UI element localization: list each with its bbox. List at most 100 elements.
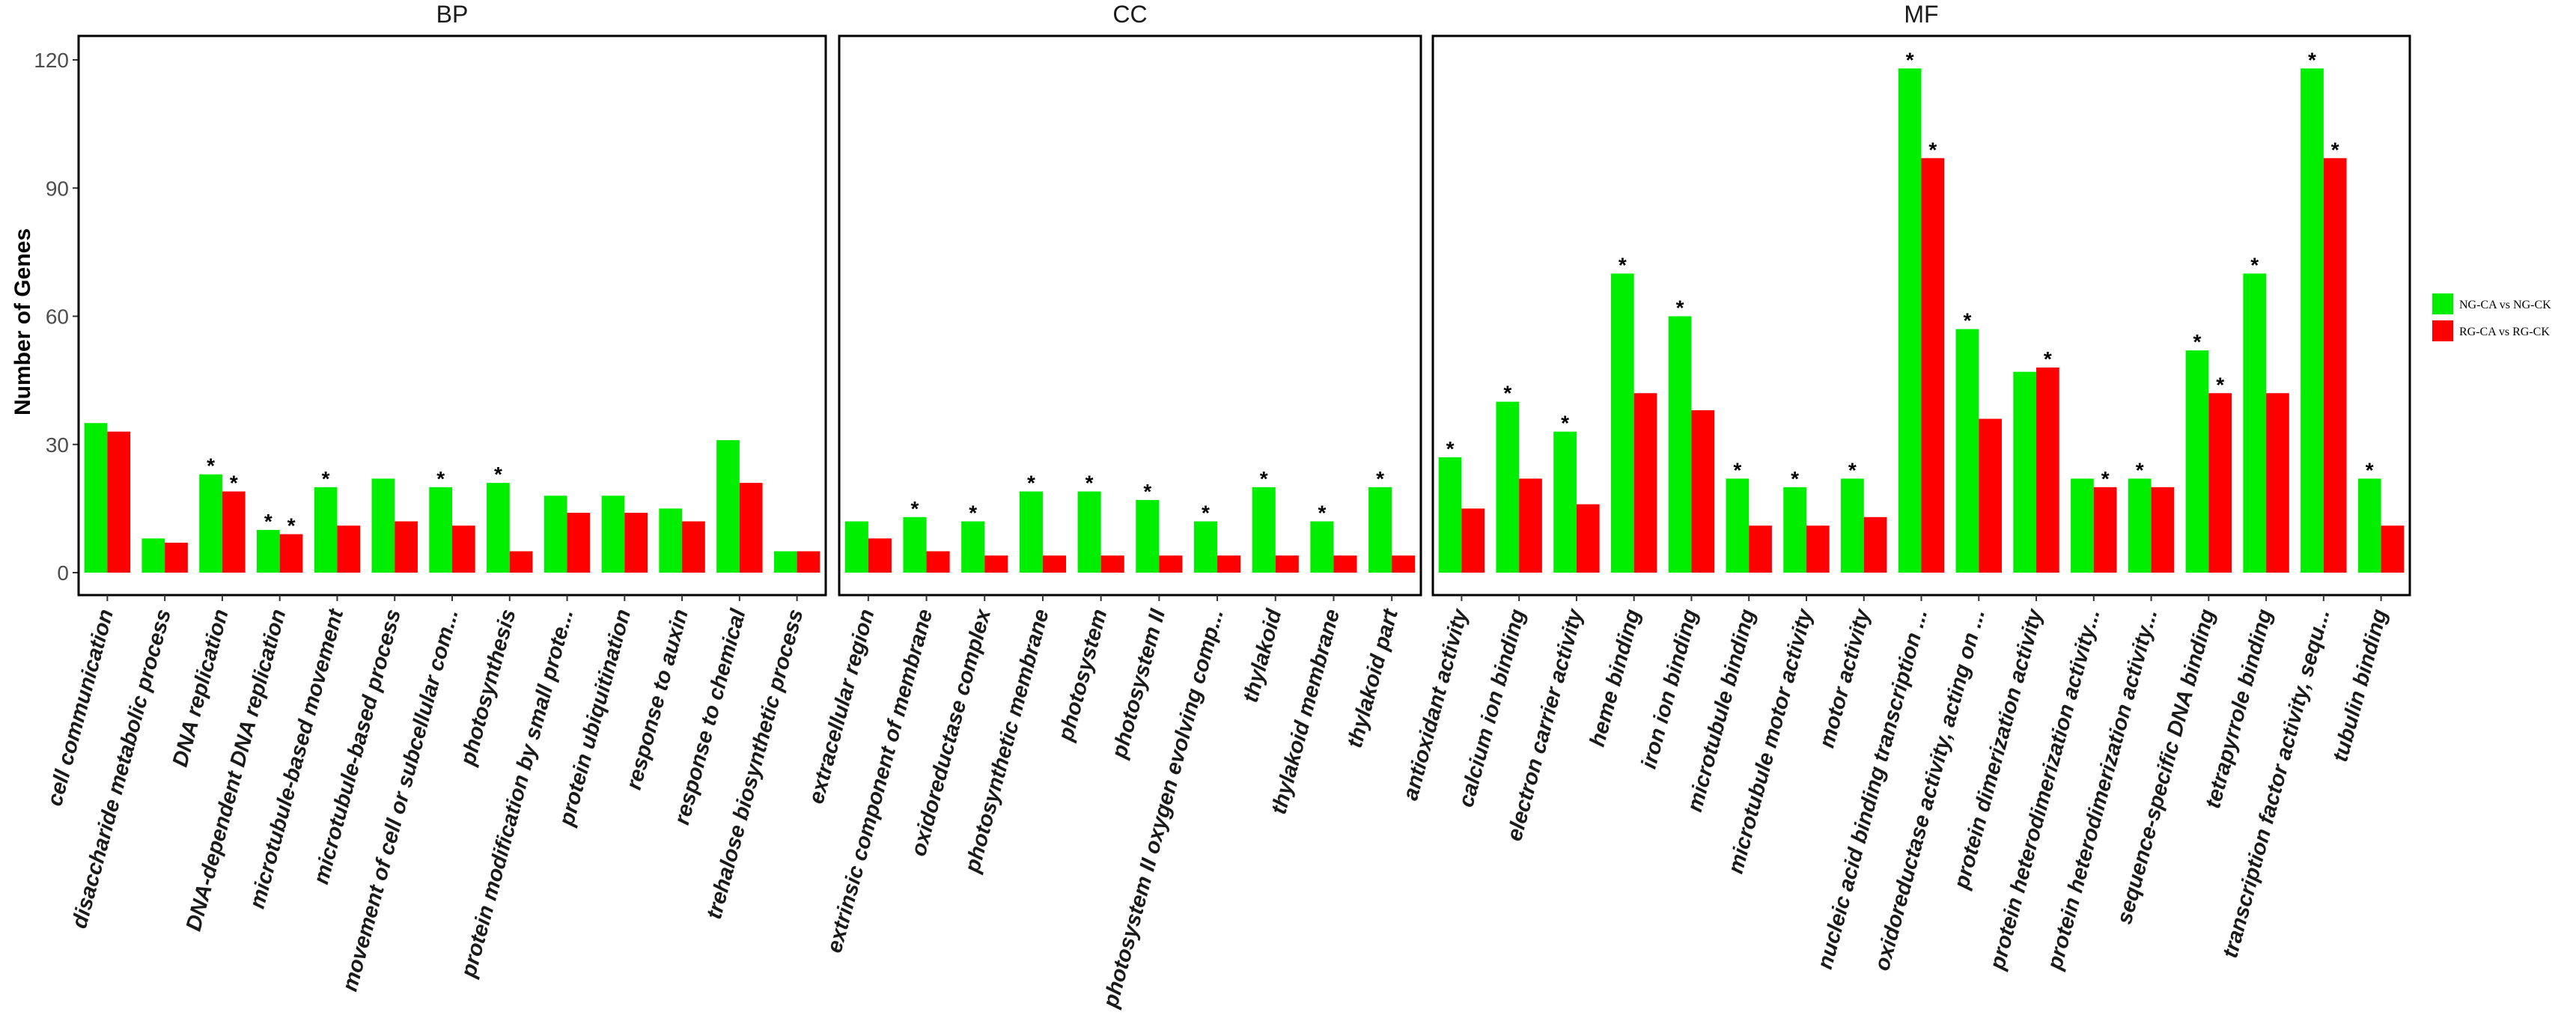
significance-marker: * (1676, 296, 1684, 320)
bar-rg (926, 551, 950, 573)
bar-rg (2151, 487, 2175, 573)
bar-ng (659, 508, 683, 573)
bar-rg (984, 555, 1008, 573)
bar-rg (2323, 158, 2347, 573)
bar-ng (1496, 401, 1520, 573)
legend: NG-CA vs NG-CK RG-CA vs RG-CK (2432, 293, 2551, 341)
bar-ng (601, 496, 625, 573)
bar-rg (1275, 555, 1299, 573)
significance-marker: * (1848, 458, 1857, 481)
bar-ng (1841, 478, 1864, 573)
significance-marker: * (1260, 467, 1268, 490)
panel-mf: MF*antioxidant activity*calcium ion bind… (1398, 1, 2411, 974)
bar-ng (1438, 457, 1462, 573)
bar-rg (165, 543, 188, 573)
significance-marker: * (2250, 253, 2259, 276)
x-tick-label: transcription factor activity, sequ... (2218, 607, 2334, 961)
bar-rg (337, 525, 361, 573)
significance-marker: * (1733, 458, 1741, 481)
significance-marker: * (1446, 437, 1455, 460)
x-tick-label: extracellular region (804, 607, 879, 807)
significance-marker: * (207, 454, 215, 478)
bar-ng (1193, 521, 1218, 573)
legend-label: RG-CA vs RG-CK (2459, 326, 2550, 338)
significance-marker: * (436, 467, 445, 490)
bar-ng (2071, 478, 2094, 573)
x-tick-label: movement of cell or subcellular com... (338, 607, 463, 994)
significance-marker: * (2044, 347, 2052, 371)
bar-ng (1610, 273, 1634, 573)
bar-ng (141, 538, 165, 573)
bar-rg (222, 491, 246, 573)
y-tick-label: 30 (46, 433, 69, 457)
significance-marker: * (1561, 412, 1569, 435)
x-tick-label: photosynthesis (456, 607, 521, 769)
x-tick-label: protein heterodimerization activity... (2043, 607, 2163, 973)
bar-ng (1252, 487, 1276, 573)
significance-marker: * (2136, 458, 2144, 481)
bar-ng (2243, 273, 2267, 573)
legend-label: NG-CA vs NG-CK (2459, 299, 2551, 311)
x-tick-label: protein heterodimerization activity... (1985, 607, 2105, 973)
bar-ng (1368, 487, 1392, 573)
bar-ng (903, 516, 927, 573)
bar-rg (1042, 555, 1067, 573)
bar-rg (624, 513, 648, 573)
bar-ng (1668, 316, 1692, 573)
significance-marker: * (1318, 502, 1326, 525)
bar-ng (543, 496, 567, 573)
bar-rg (107, 431, 131, 573)
significance-marker: * (264, 510, 272, 533)
bar-rg (739, 483, 763, 573)
x-tick-label: oxidoreductase activity, acting on ... (1870, 607, 1990, 974)
bar-rg (279, 534, 303, 573)
significance-marker: * (1085, 472, 1094, 495)
y-tick-label: 60 (46, 305, 69, 329)
bar-ng (2013, 371, 2037, 573)
x-tick-label: iron ion binding (1637, 606, 1703, 771)
bar-ng (2301, 68, 2324, 573)
bar-ng (1898, 68, 1922, 573)
significance-marker: * (2366, 458, 2374, 481)
bar-rg (1806, 525, 1830, 573)
bar-ng (84, 423, 108, 573)
y-tick-label: 90 (46, 177, 69, 200)
bar-rg (1519, 478, 1542, 573)
x-tick-label: photosystem II oxygen evolving comp... (1098, 607, 1228, 1011)
bar-rg (2093, 487, 2117, 573)
bar-ng (2185, 350, 2209, 573)
legend-swatch (2432, 293, 2453, 314)
significance-marker: * (1143, 480, 1151, 503)
significance-marker: * (1376, 467, 1384, 490)
bar-rg (1921, 158, 1945, 573)
bar-ng (371, 478, 395, 573)
bar-rg (452, 525, 475, 573)
bar-ng (2357, 478, 2381, 573)
bar-rg (1461, 508, 1485, 573)
bar-ng (2128, 478, 2152, 573)
bar-ng (314, 487, 338, 573)
bar-ng (429, 487, 452, 573)
significance-marker: * (287, 514, 296, 537)
legend-swatch (2432, 320, 2453, 341)
x-tick-label: photosystem (1054, 607, 1112, 745)
bar-rg (1633, 393, 1657, 573)
x-tick-label: DNA replication (168, 607, 234, 769)
bar-ng (1553, 431, 1577, 573)
bar-ng (487, 483, 510, 573)
bar-ng (1783, 487, 1806, 573)
bar-rg (2381, 525, 2405, 573)
bar-rg (1863, 516, 1887, 573)
bar-rg (2036, 368, 2059, 573)
x-tick-label: tubulin binding (2328, 606, 2392, 764)
bar-ng (256, 529, 280, 573)
significance-marker: * (322, 467, 330, 490)
x-tick-label: thylakoid (1239, 606, 1287, 704)
significance-marker: * (2101, 467, 2110, 490)
significance-marker: * (2216, 373, 2224, 396)
significance-marker: * (1791, 467, 1799, 490)
x-tick-label: response to auxin (622, 607, 693, 793)
